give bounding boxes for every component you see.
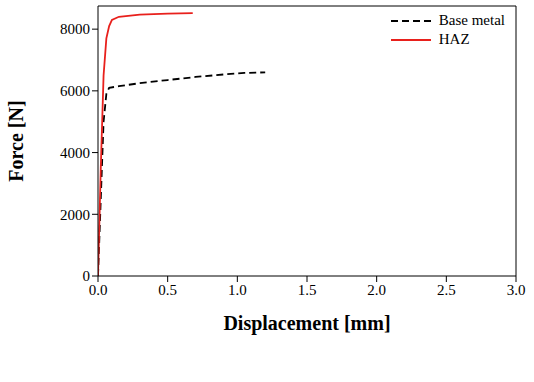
svg-text:Force [N]: Force [N] — [5, 100, 27, 181]
svg-text:0.0: 0.0 — [89, 282, 108, 298]
svg-text:0.5: 0.5 — [158, 282, 177, 298]
svg-text:3.0: 3.0 — [507, 282, 526, 298]
html-text:HAZ: HAZ — [438, 31, 470, 47]
svg-text:Displacement [mm]: Displacement [mm] — [223, 312, 390, 335]
html-text:Base metal: Base metal — [438, 12, 505, 28]
svg-text:2.0: 2.0 — [367, 282, 386, 298]
svg-text:8000: 8000 — [60, 21, 90, 37]
svg-text:1.5: 1.5 — [298, 282, 317, 298]
svg-text:4000: 4000 — [60, 145, 90, 161]
svg-text:6000: 6000 — [60, 83, 90, 99]
svg-text:2000: 2000 — [60, 207, 90, 223]
svg-text:0: 0 — [83, 268, 91, 284]
svg-text:1.0: 1.0 — [228, 282, 247, 298]
svg-text:2.5: 2.5 — [437, 282, 456, 298]
